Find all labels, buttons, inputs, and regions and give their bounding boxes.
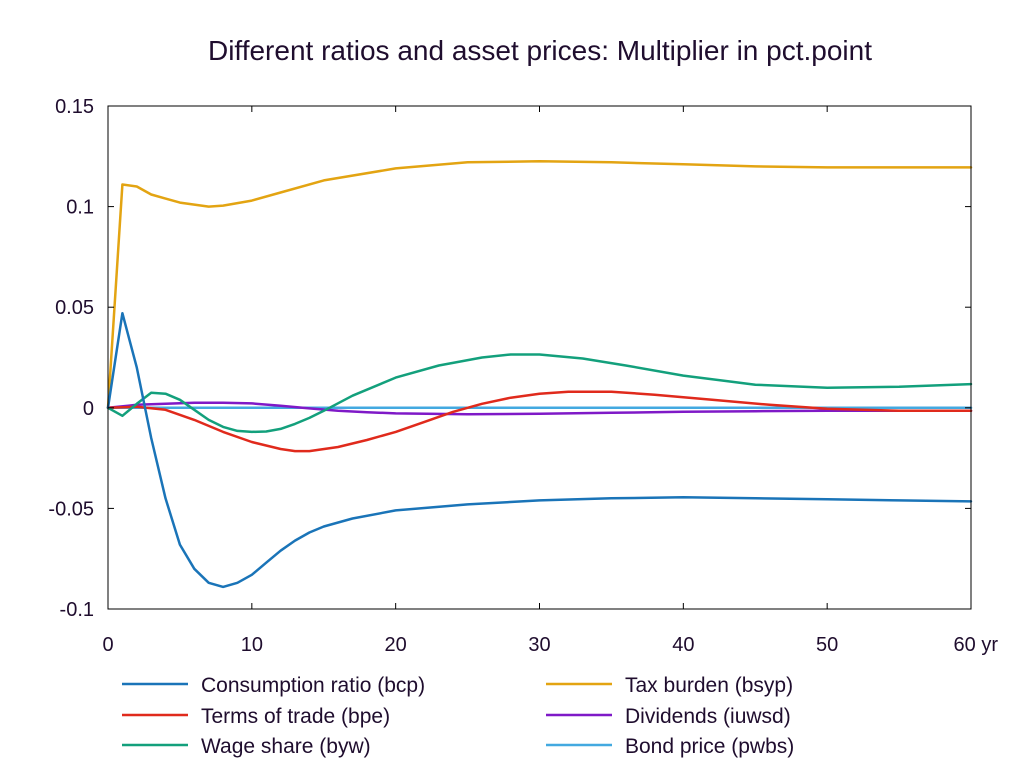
legend-item: Wage share (byw) bbox=[122, 735, 371, 758]
plot-frame bbox=[107, 105, 972, 610]
legend-label: Consumption ratio (bcp) bbox=[201, 674, 425, 697]
legend-label: Wage share (byw) bbox=[201, 735, 371, 758]
legend-label: Dividends (iuwsd) bbox=[625, 705, 791, 728]
y-tick-label: -0.05 bbox=[48, 498, 94, 520]
legend-item: Bond price (pwbs) bbox=[546, 735, 794, 758]
y-tick-label: 0.1 bbox=[66, 197, 94, 219]
legend-label: Terms of trade (bpe) bbox=[201, 705, 390, 728]
x-tick-label: 60 yr bbox=[954, 634, 999, 656]
series-line-consumption-ratio-bcp bbox=[106, 311, 973, 589]
legend-label: Bond price (pwbs) bbox=[625, 735, 794, 758]
legend-item: Consumption ratio (bcp) bbox=[122, 674, 425, 697]
axes: 0.15 0.1 0.05 0 -0.05 -0.1 0 10 20 30 40 50 60 yr bbox=[48, 96, 998, 656]
series-line-wage-share-byw bbox=[106, 353, 973, 434]
series-line-tax-burden-bsyp bbox=[106, 160, 973, 410]
legend-item: Dividends (iuwsd) bbox=[546, 705, 791, 728]
x-tick-label: 10 bbox=[241, 634, 263, 656]
y-tick-label: 0.05 bbox=[55, 297, 94, 319]
legend-label: Tax burden (bsyp) bbox=[625, 674, 793, 697]
x-tick-label: 20 bbox=[385, 634, 407, 656]
x-tick-label: 0 bbox=[102, 634, 113, 656]
legend-item: Terms of trade (bpe) bbox=[122, 705, 390, 728]
series-line-dividends-iuwsd bbox=[106, 401, 973, 416]
plot-area bbox=[106, 160, 973, 589]
legend-item: Tax burden (bsyp) bbox=[546, 674, 793, 697]
series-line-terms-of-trade-bpe bbox=[106, 390, 973, 453]
x-tick-label: 50 bbox=[816, 634, 838, 656]
x-tick-label: 40 bbox=[672, 634, 694, 656]
chart-title: Different ratios and asset prices: Multi… bbox=[208, 35, 872, 66]
x-tick-label: 30 bbox=[528, 634, 550, 656]
legend: Consumption ratio (bcp) Tax burden (bsyp)… bbox=[122, 674, 794, 758]
y-tick-label: -0.1 bbox=[60, 599, 94, 621]
y-tick-label: 0.15 bbox=[55, 96, 94, 118]
y-tick-label: 0 bbox=[83, 398, 94, 420]
